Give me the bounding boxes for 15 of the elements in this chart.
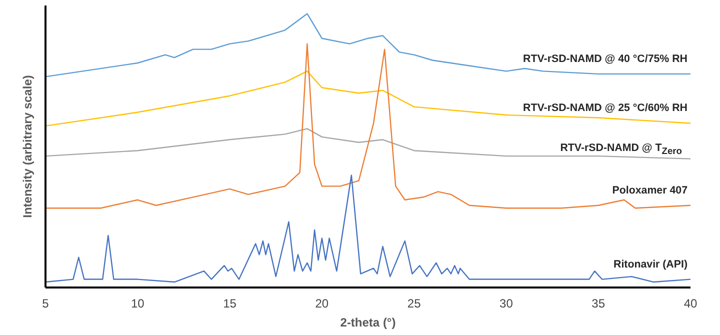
x-axis-title: 2-theta (°) — [340, 316, 396, 330]
x-tick-label: 10 — [130, 296, 145, 310]
y-axis-title: Intensity (arbitrary scale) — [20, 75, 34, 218]
series-label: RTV-rSD-NAMD @ 25 °C/60% RH — [523, 102, 688, 114]
series-label: Poloxamer 407 — [612, 184, 688, 196]
x-tick-label: 15 — [223, 296, 237, 310]
x-tick-label: 40 — [684, 296, 698, 310]
x-tick-label: 25 — [407, 296, 422, 310]
x-tick-label: 35 — [592, 296, 606, 310]
x-tick-label: 20 — [315, 296, 329, 310]
x-tick-label: 30 — [500, 296, 514, 310]
x-tick-label: 5 — [42, 296, 50, 310]
series-label: RTV-rSD-NAMD @ 40 °C/75% RH — [523, 52, 688, 65]
series-label: Ritonavir (API) — [613, 258, 688, 270]
series-label: RTV-rSD-NAMD @ T$_{Zero}$ — [560, 141, 682, 158]
